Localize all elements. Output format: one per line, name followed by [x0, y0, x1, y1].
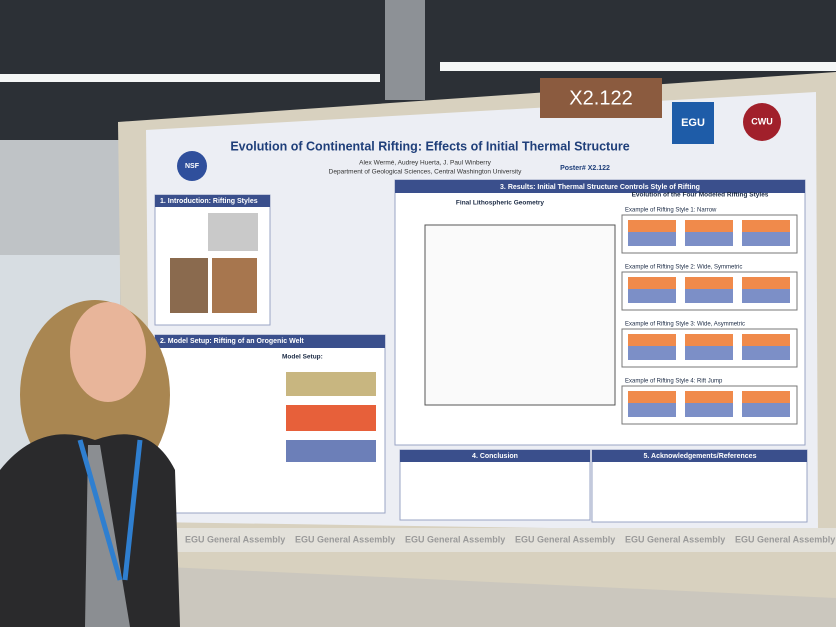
model-panel	[685, 289, 733, 303]
model-panel	[742, 220, 790, 232]
model-panel	[742, 346, 790, 360]
model-panel	[742, 334, 790, 346]
poster-title: Evolution of Continental Rifting: Effect…	[230, 139, 629, 153]
model-panel	[628, 220, 676, 232]
figure	[212, 258, 257, 313]
model-panel	[742, 232, 790, 246]
ceiling-light	[440, 62, 836, 71]
section-heading: 4. Conclusion	[472, 453, 518, 460]
example-heading: Example of Rifting Style 2: Wide, Symmet…	[625, 265, 742, 271]
example-heading: Example of Rifting Style 4: Rift Jump	[625, 379, 723, 385]
model-panel	[685, 403, 733, 417]
model-panel	[628, 334, 676, 346]
section-heading: 5. Acknowledgements/References	[644, 453, 757, 460]
logo-text: CWU	[751, 116, 773, 126]
poster-affiliation: Department of Geological Sciences, Centr…	[329, 169, 522, 176]
section-header	[592, 450, 807, 462]
section-header	[155, 335, 385, 348]
booth-number: X2.122	[569, 87, 632, 109]
banner-text: EGU General Assembly	[295, 534, 395, 544]
model-panel	[742, 403, 790, 417]
section-heading: 2. Model Setup: Rifting of an Orogenic W…	[160, 338, 304, 345]
model-panel	[685, 232, 733, 246]
banner-text: EGU General Assembly	[625, 534, 725, 544]
section-heading: 3. Results: Initial Thermal Structure Co…	[500, 184, 700, 191]
model-panel	[685, 220, 733, 232]
model-panel	[685, 346, 733, 360]
figure	[424, 224, 616, 406]
model-panel	[628, 346, 676, 360]
model-panel	[628, 403, 676, 417]
logo-text: EGU	[681, 117, 705, 129]
subheading: Evolution of the Four Modeled Rifting St…	[632, 192, 769, 199]
model-panel	[628, 391, 676, 403]
figure	[286, 440, 376, 462]
figure	[286, 405, 376, 431]
example-heading: Example of Rifting Style 1: Narrow	[625, 208, 717, 214]
logo	[177, 151, 207, 181]
logo-text: NSF	[185, 163, 200, 170]
banner-text: EGU General Assembly	[405, 534, 505, 544]
model-panel	[742, 391, 790, 403]
booth-sign	[540, 78, 662, 118]
model-panel	[685, 334, 733, 346]
ceiling-light	[0, 74, 380, 82]
section-header	[155, 195, 270, 207]
banner-strip	[170, 528, 836, 552]
section-header	[395, 180, 805, 193]
logo	[743, 103, 781, 141]
model-panel	[628, 289, 676, 303]
model-panel	[685, 391, 733, 403]
figure	[286, 372, 376, 396]
section-header	[400, 450, 590, 462]
model-panel	[742, 277, 790, 289]
banner-text: EGU General Assembly	[185, 534, 285, 544]
logo	[672, 102, 714, 144]
model-panel	[628, 232, 676, 246]
section-heading: 1. Introduction: Rifting Styles	[160, 198, 258, 205]
example-heading: Example of Rifting Style 3: Wide, Asymme…	[625, 322, 745, 328]
poster-authors: Alex Wermé, Audrey Huerta, J. Paul Winbe…	[359, 160, 491, 167]
banner-text: EGU General Assembly	[515, 534, 615, 544]
model-panel	[628, 277, 676, 289]
pillar	[385, 0, 425, 100]
face	[70, 302, 146, 402]
subheading: Final Lithospheric Geometry	[456, 200, 545, 207]
lanyard	[77, 439, 143, 581]
model-panel	[742, 289, 790, 303]
figure	[170, 258, 208, 313]
poster-number: Poster# X2.122	[560, 165, 610, 172]
subheading: Model Setup:	[282, 354, 323, 361]
model-panel	[685, 277, 733, 289]
figure	[208, 213, 258, 251]
banner-text: EGU General Assembly	[735, 534, 835, 544]
